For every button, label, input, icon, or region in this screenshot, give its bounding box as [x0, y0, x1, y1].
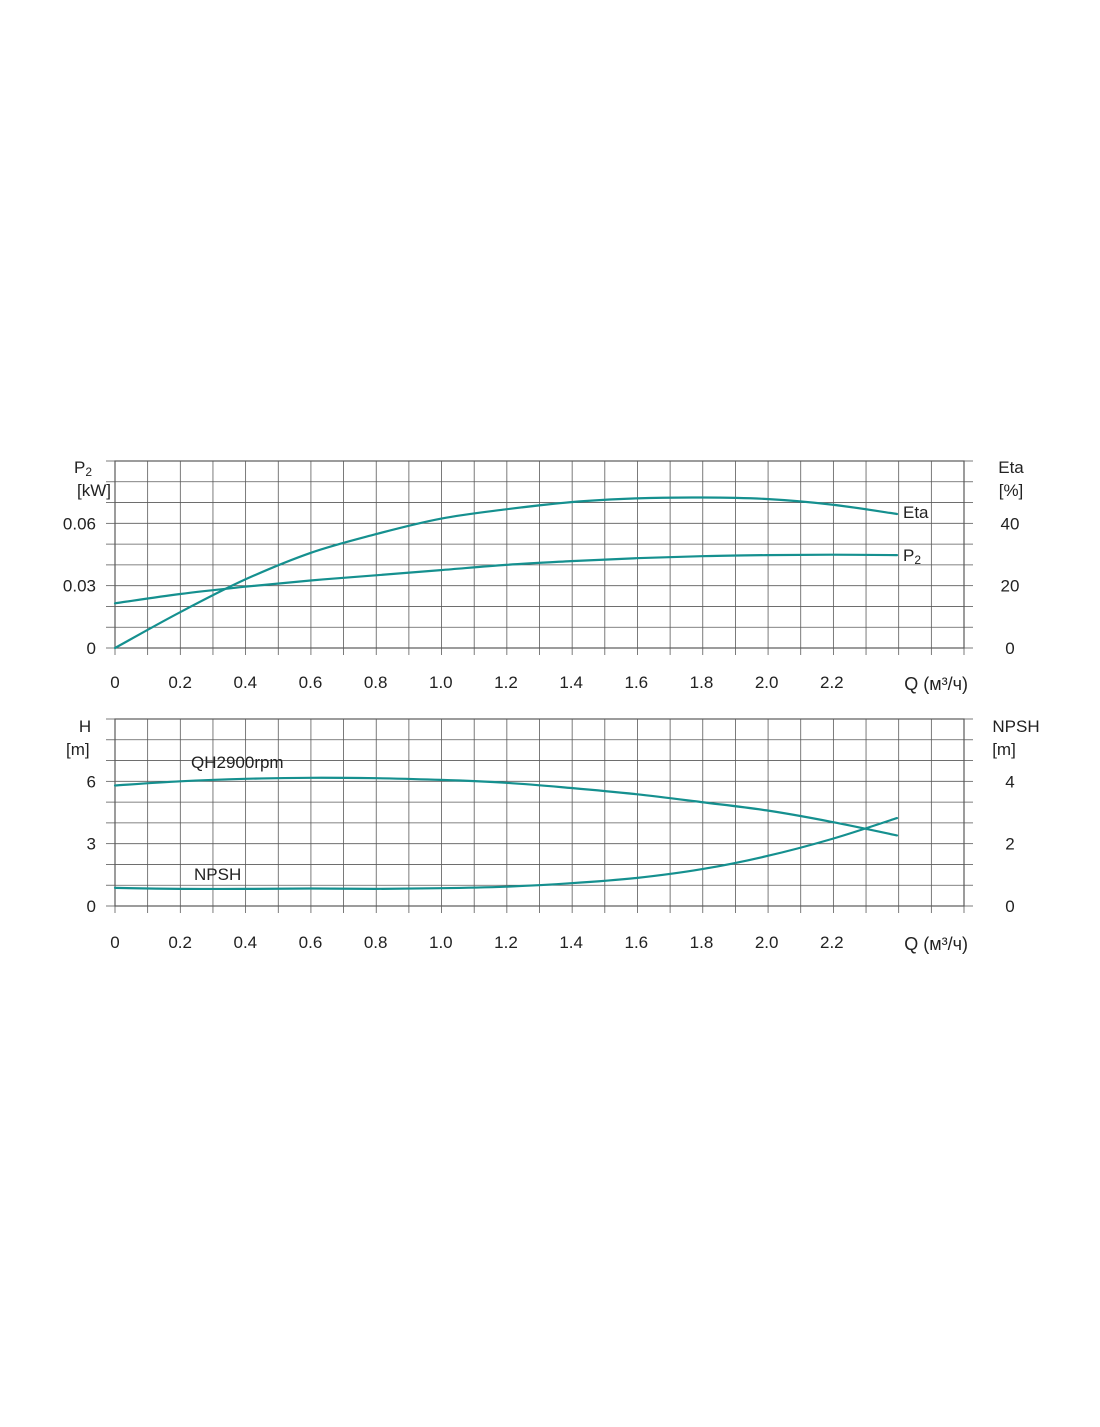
series-label: NPSH: [194, 865, 241, 884]
y-right-axis-unit: [m]: [992, 740, 1016, 759]
series-label-main: P: [903, 546, 914, 565]
y-left-tick-label: 0.03: [63, 577, 96, 596]
y-right-tick-label: 2: [1005, 835, 1014, 854]
x-tick-label: 2.0: [755, 673, 779, 692]
x-tick-label: 1.8: [690, 673, 714, 692]
y-left-axis-title-main: H: [79, 717, 91, 736]
y-right-axis-title: NPSH: [992, 717, 1039, 736]
y-left-axis-title: H: [79, 717, 91, 736]
x-tick-label: 1.0: [429, 933, 453, 952]
head-npsh-chart: 0 0.2 0.4 0.6 0.8 1.0 1.2 1.4 1.6 1.8 2.0 2.2 Q (м³/…: [66, 717, 1040, 954]
y-left-tick-label: 0.06: [63, 514, 96, 533]
x-tick-label: 1.8: [690, 933, 714, 952]
x-tick-label: 0.8: [364, 673, 388, 692]
y-right-tick-label: 20: [1001, 577, 1020, 596]
series-line-eta: [113, 496, 899, 650]
y-right-tick-label: 0: [1005, 639, 1014, 658]
power-efficiency-chart: 0 0.2 0.4 0.6 0.8 1.0 1.2 1.4 1.6 1.8 2.0 2.2 Q (м³/…: [63, 458, 1024, 694]
y-left-tick-label: 0: [87, 639, 96, 658]
y-right-tick-label: 4: [1005, 772, 1014, 791]
series-label: QH2900rpm: [191, 753, 284, 772]
x-tick-label: 1.0: [429, 673, 453, 692]
x-tick-label: 2.2: [820, 933, 844, 952]
x-tick-label: 1.6: [625, 673, 649, 692]
y-right-axis-unit: [%]: [999, 481, 1024, 500]
series-label: P2: [903, 546, 921, 567]
x-tick-label: 0.4: [234, 933, 258, 952]
x-tick-label: 1.4: [559, 933, 583, 952]
x-tick-label: 2.2: [820, 673, 844, 692]
x-tick-label: 0.8: [364, 933, 388, 952]
x-tick-label: 0.2: [168, 933, 192, 952]
x-tick-label: 1.6: [625, 933, 649, 952]
y-left-axis-title: P2: [74, 458, 92, 479]
y-left-axis-unit: [kW]: [77, 481, 111, 500]
series-line-npsh: [113, 817, 899, 891]
x-tick-label: 1.4: [559, 673, 583, 692]
x-tick-label: 1.2: [494, 673, 518, 692]
x-tick-label: 0.6: [299, 933, 323, 952]
y-left-axis-unit: [m]: [66, 740, 90, 759]
series-line-p: [113, 553, 899, 605]
x-tick-label: 0.2: [168, 673, 192, 692]
series-label-main: NPSH: [194, 865, 241, 884]
x-tick-label: 1.2: [494, 933, 518, 952]
y-left-axis-title-sub: 2: [85, 465, 92, 479]
y-left-tick-label: 3: [87, 835, 96, 854]
x-axis-label: Q (м³/ч): [904, 934, 968, 954]
x-axis-label: Q (м³/ч): [904, 674, 968, 694]
y-left-tick-label: 6: [87, 772, 96, 791]
x-tick-label: 0.4: [234, 673, 258, 692]
series-label-main: QH2900rpm: [191, 753, 284, 772]
x-tick-label: 0.6: [299, 673, 323, 692]
series-label: Eta: [903, 503, 929, 522]
x-tick-label: 0: [110, 933, 119, 952]
series-label-main: Eta: [903, 503, 929, 522]
series-line-qh2900rpm: [113, 776, 899, 837]
x-tick-label: 0: [110, 673, 119, 692]
series-label-sub: 2: [914, 553, 921, 567]
y-right-tick-label: 40: [1001, 514, 1020, 533]
y-right-tick-label: 0: [1005, 897, 1014, 916]
y-left-axis-title-main: P: [74, 458, 85, 477]
x-tick-label: 2.0: [755, 933, 779, 952]
y-left-tick-label: 0: [87, 897, 96, 916]
y-right-axis-title: Eta: [998, 458, 1024, 477]
